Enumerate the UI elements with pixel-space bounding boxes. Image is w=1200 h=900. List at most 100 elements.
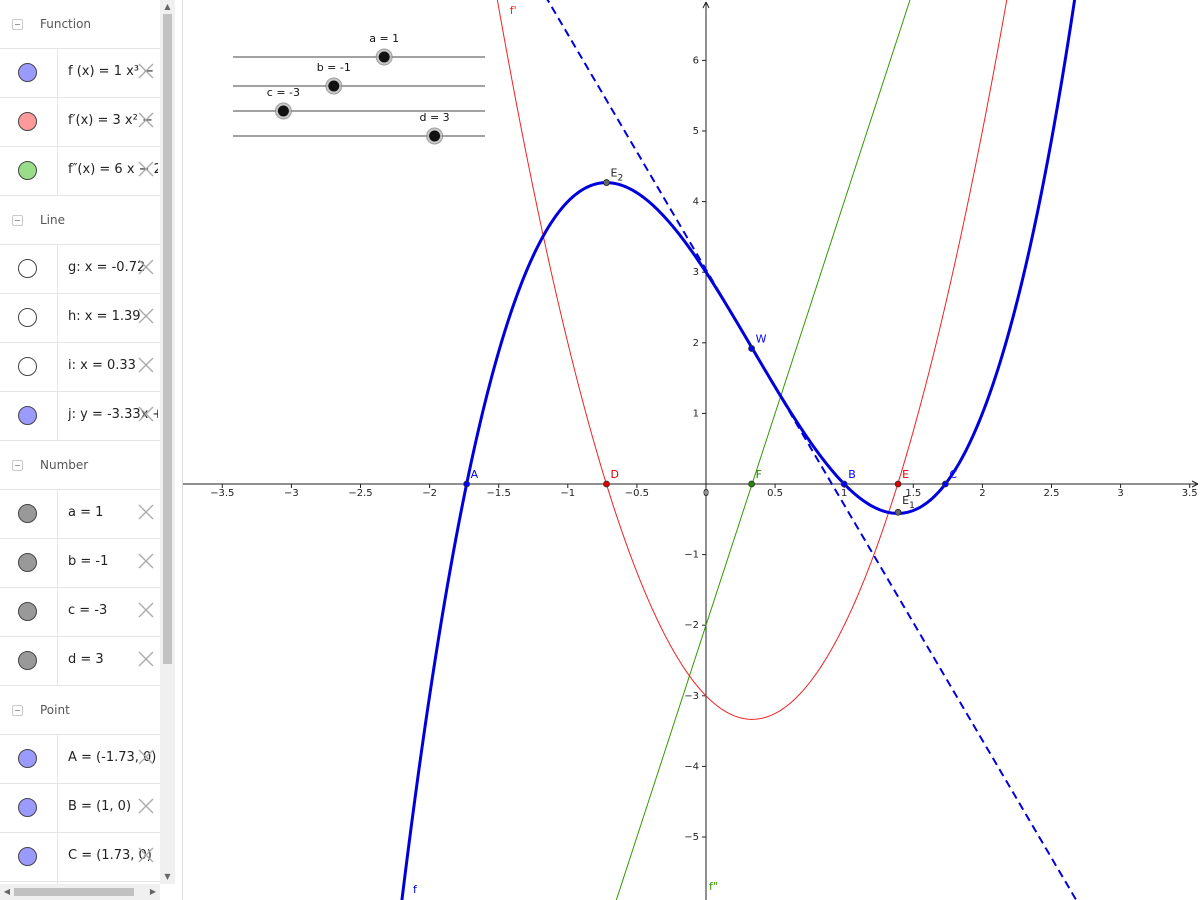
group-title: Function bbox=[40, 17, 92, 31]
algebra-row[interactable]: D = (-0.72, 0) bbox=[0, 882, 160, 884]
algebra-row[interactable]: d = 3 bbox=[0, 637, 160, 686]
delete-icon[interactable] bbox=[136, 747, 156, 767]
collapse-icon[interactable] bbox=[12, 19, 23, 30]
algebra-row[interactable]: i: x = 0.33 bbox=[0, 343, 160, 392]
view-divider[interactable] bbox=[175, 0, 183, 900]
algebra-row[interactable]: B = (1, 0) bbox=[0, 784, 160, 833]
visibility-toggle[interactable] bbox=[18, 798, 37, 817]
visibility-toggle[interactable] bbox=[18, 357, 37, 376]
definition-text[interactable]: f′(x) = 3 x² − 2 bbox=[68, 113, 158, 128]
delete-icon[interactable] bbox=[136, 355, 156, 375]
point-C[interactable] bbox=[941, 480, 949, 488]
definition-text[interactable]: d = 3 bbox=[68, 652, 104, 667]
algebra-row[interactable]: A = (-1.73, 0) bbox=[0, 735, 160, 784]
delete-icon[interactable] bbox=[136, 306, 156, 326]
delete-icon[interactable] bbox=[136, 796, 156, 816]
extremum-point[interactable] bbox=[603, 179, 610, 186]
scroll-up-icon[interactable]: ▲ bbox=[164, 2, 171, 11]
visibility-toggle[interactable] bbox=[18, 112, 37, 131]
visibility-toggle[interactable] bbox=[18, 749, 37, 768]
slider-knob[interactable] bbox=[429, 130, 441, 142]
definition-text[interactable]: f″(x) = 6 x − 2 bbox=[68, 162, 158, 177]
algebra-row[interactable]: f″(x) = 6 x − 2 bbox=[0, 147, 160, 196]
scroll-right-icon[interactable]: ▶ bbox=[149, 887, 157, 896]
definition-text[interactable]: a = 1 bbox=[68, 505, 104, 520]
graphics-view[interactable]: −3.5 −3 −2.5 −2 −1.5 −1 −0.5 0 0.5 1 1.5 2 2.5 3 3.5 −5… bbox=[183, 0, 1200, 900]
row-separator bbox=[57, 49, 58, 97]
group-header-line[interactable]: Line bbox=[0, 196, 160, 245]
definition-text[interactable]: b = -1 bbox=[68, 554, 109, 569]
delete-icon[interactable] bbox=[136, 600, 156, 620]
visibility-toggle[interactable] bbox=[18, 847, 37, 866]
horizontal-scrollbar[interactable]: ◀ ▶ bbox=[0, 884, 160, 900]
delete-icon[interactable] bbox=[136, 649, 156, 669]
first-derivative-curve[interactable] bbox=[491, 0, 1013, 720]
definition-text[interactable]: C = (1.73, 0) bbox=[68, 848, 152, 863]
definition-text[interactable]: i: x = 0.33 bbox=[68, 358, 136, 373]
delete-icon[interactable] bbox=[136, 502, 156, 522]
algebra-row[interactable]: f (x) = 1 x³ − x bbox=[0, 49, 160, 98]
group-header-function[interactable]: Function bbox=[0, 0, 160, 49]
definition-text[interactable]: h: x = 1.39 bbox=[68, 309, 141, 324]
tangent-line-j[interactable] bbox=[525, 0, 1098, 900]
function-curve-f[interactable] bbox=[398, 0, 1079, 900]
collapse-icon[interactable] bbox=[12, 215, 23, 226]
point-W[interactable] bbox=[748, 345, 756, 352]
row-separator bbox=[57, 98, 58, 146]
visibility-toggle[interactable] bbox=[18, 553, 37, 572]
slider-knob[interactable] bbox=[328, 80, 340, 92]
extremum-point[interactable] bbox=[894, 508, 902, 516]
delete-icon[interactable] bbox=[136, 61, 156, 81]
algebra-row[interactable]: b = -1 bbox=[0, 539, 160, 588]
scroll-left-icon[interactable]: ◀ bbox=[3, 887, 11, 896]
second-derivative-line[interactable] bbox=[603, 0, 922, 900]
algebra-row[interactable]: j: y = -3.33x + bbox=[0, 392, 160, 441]
vertical-scroll-thumb[interactable] bbox=[163, 14, 172, 664]
definition-text[interactable]: B = (1, 0) bbox=[68, 799, 132, 814]
collapse-icon[interactable] bbox=[12, 705, 23, 716]
definition-text[interactable]: j: y = -3.33x + bbox=[68, 407, 158, 422]
curve-label-fp: f' bbox=[510, 4, 517, 17]
slider-knob[interactable] bbox=[378, 51, 390, 63]
algebra-row[interactable]: f′(x) = 3 x² − 2 bbox=[0, 98, 160, 147]
definition-text[interactable]: A = (-1.73, 0) bbox=[68, 750, 157, 765]
delete-icon[interactable] bbox=[136, 404, 156, 424]
algebra-row[interactable]: C = (1.73, 0) bbox=[0, 833, 160, 882]
algebra-row[interactable]: g: x = -0.72 bbox=[0, 245, 160, 294]
point-F[interactable] bbox=[748, 480, 756, 488]
y-tick-label: 2 bbox=[693, 338, 699, 349]
collapse-icon[interactable] bbox=[12, 460, 23, 471]
visibility-toggle[interactable] bbox=[18, 406, 37, 425]
vertical-scrollbar[interactable]: ▲ ▼ bbox=[160, 0, 175, 884]
scroll-down-icon[interactable]: ▼ bbox=[164, 872, 171, 881]
group-header-point[interactable]: Point bbox=[0, 686, 160, 735]
visibility-toggle[interactable] bbox=[18, 259, 37, 278]
x-tick-label: −0.5 bbox=[625, 488, 649, 499]
visibility-toggle[interactable] bbox=[18, 161, 37, 180]
y-axis-arrow-icon bbox=[702, 1, 710, 9]
slider-knob[interactable] bbox=[277, 105, 289, 117]
algebra-row[interactable]: h: x = 1.39 bbox=[0, 294, 160, 343]
algebra-row[interactable]: a = 1 bbox=[0, 490, 160, 539]
visibility-toggle[interactable] bbox=[18, 602, 37, 621]
definition-text[interactable]: c = -3 bbox=[68, 603, 108, 618]
delete-icon[interactable] bbox=[136, 159, 156, 179]
visibility-toggle[interactable] bbox=[18, 504, 37, 523]
point-B[interactable] bbox=[840, 480, 848, 488]
visibility-toggle[interactable] bbox=[18, 651, 37, 670]
point-D[interactable] bbox=[603, 480, 610, 488]
definition-text[interactable]: g: x = -0.72 bbox=[68, 260, 146, 275]
horizontal-scroll-thumb[interactable] bbox=[14, 888, 134, 896]
delete-icon[interactable] bbox=[136, 845, 156, 865]
visibility-toggle[interactable] bbox=[18, 63, 37, 82]
algebra-row[interactable]: c = -3 bbox=[0, 588, 160, 637]
point-E[interactable] bbox=[894, 480, 902, 488]
delete-icon[interactable] bbox=[136, 110, 156, 130]
delete-icon[interactable] bbox=[136, 257, 156, 277]
y-tick-label: −5 bbox=[684, 832, 699, 843]
group-header-number[interactable]: Number bbox=[0, 441, 160, 490]
visibility-toggle[interactable] bbox=[18, 308, 37, 327]
point-A[interactable] bbox=[463, 480, 471, 488]
definition-text[interactable]: f (x) = 1 x³ − x bbox=[68, 64, 158, 79]
delete-icon[interactable] bbox=[136, 551, 156, 571]
